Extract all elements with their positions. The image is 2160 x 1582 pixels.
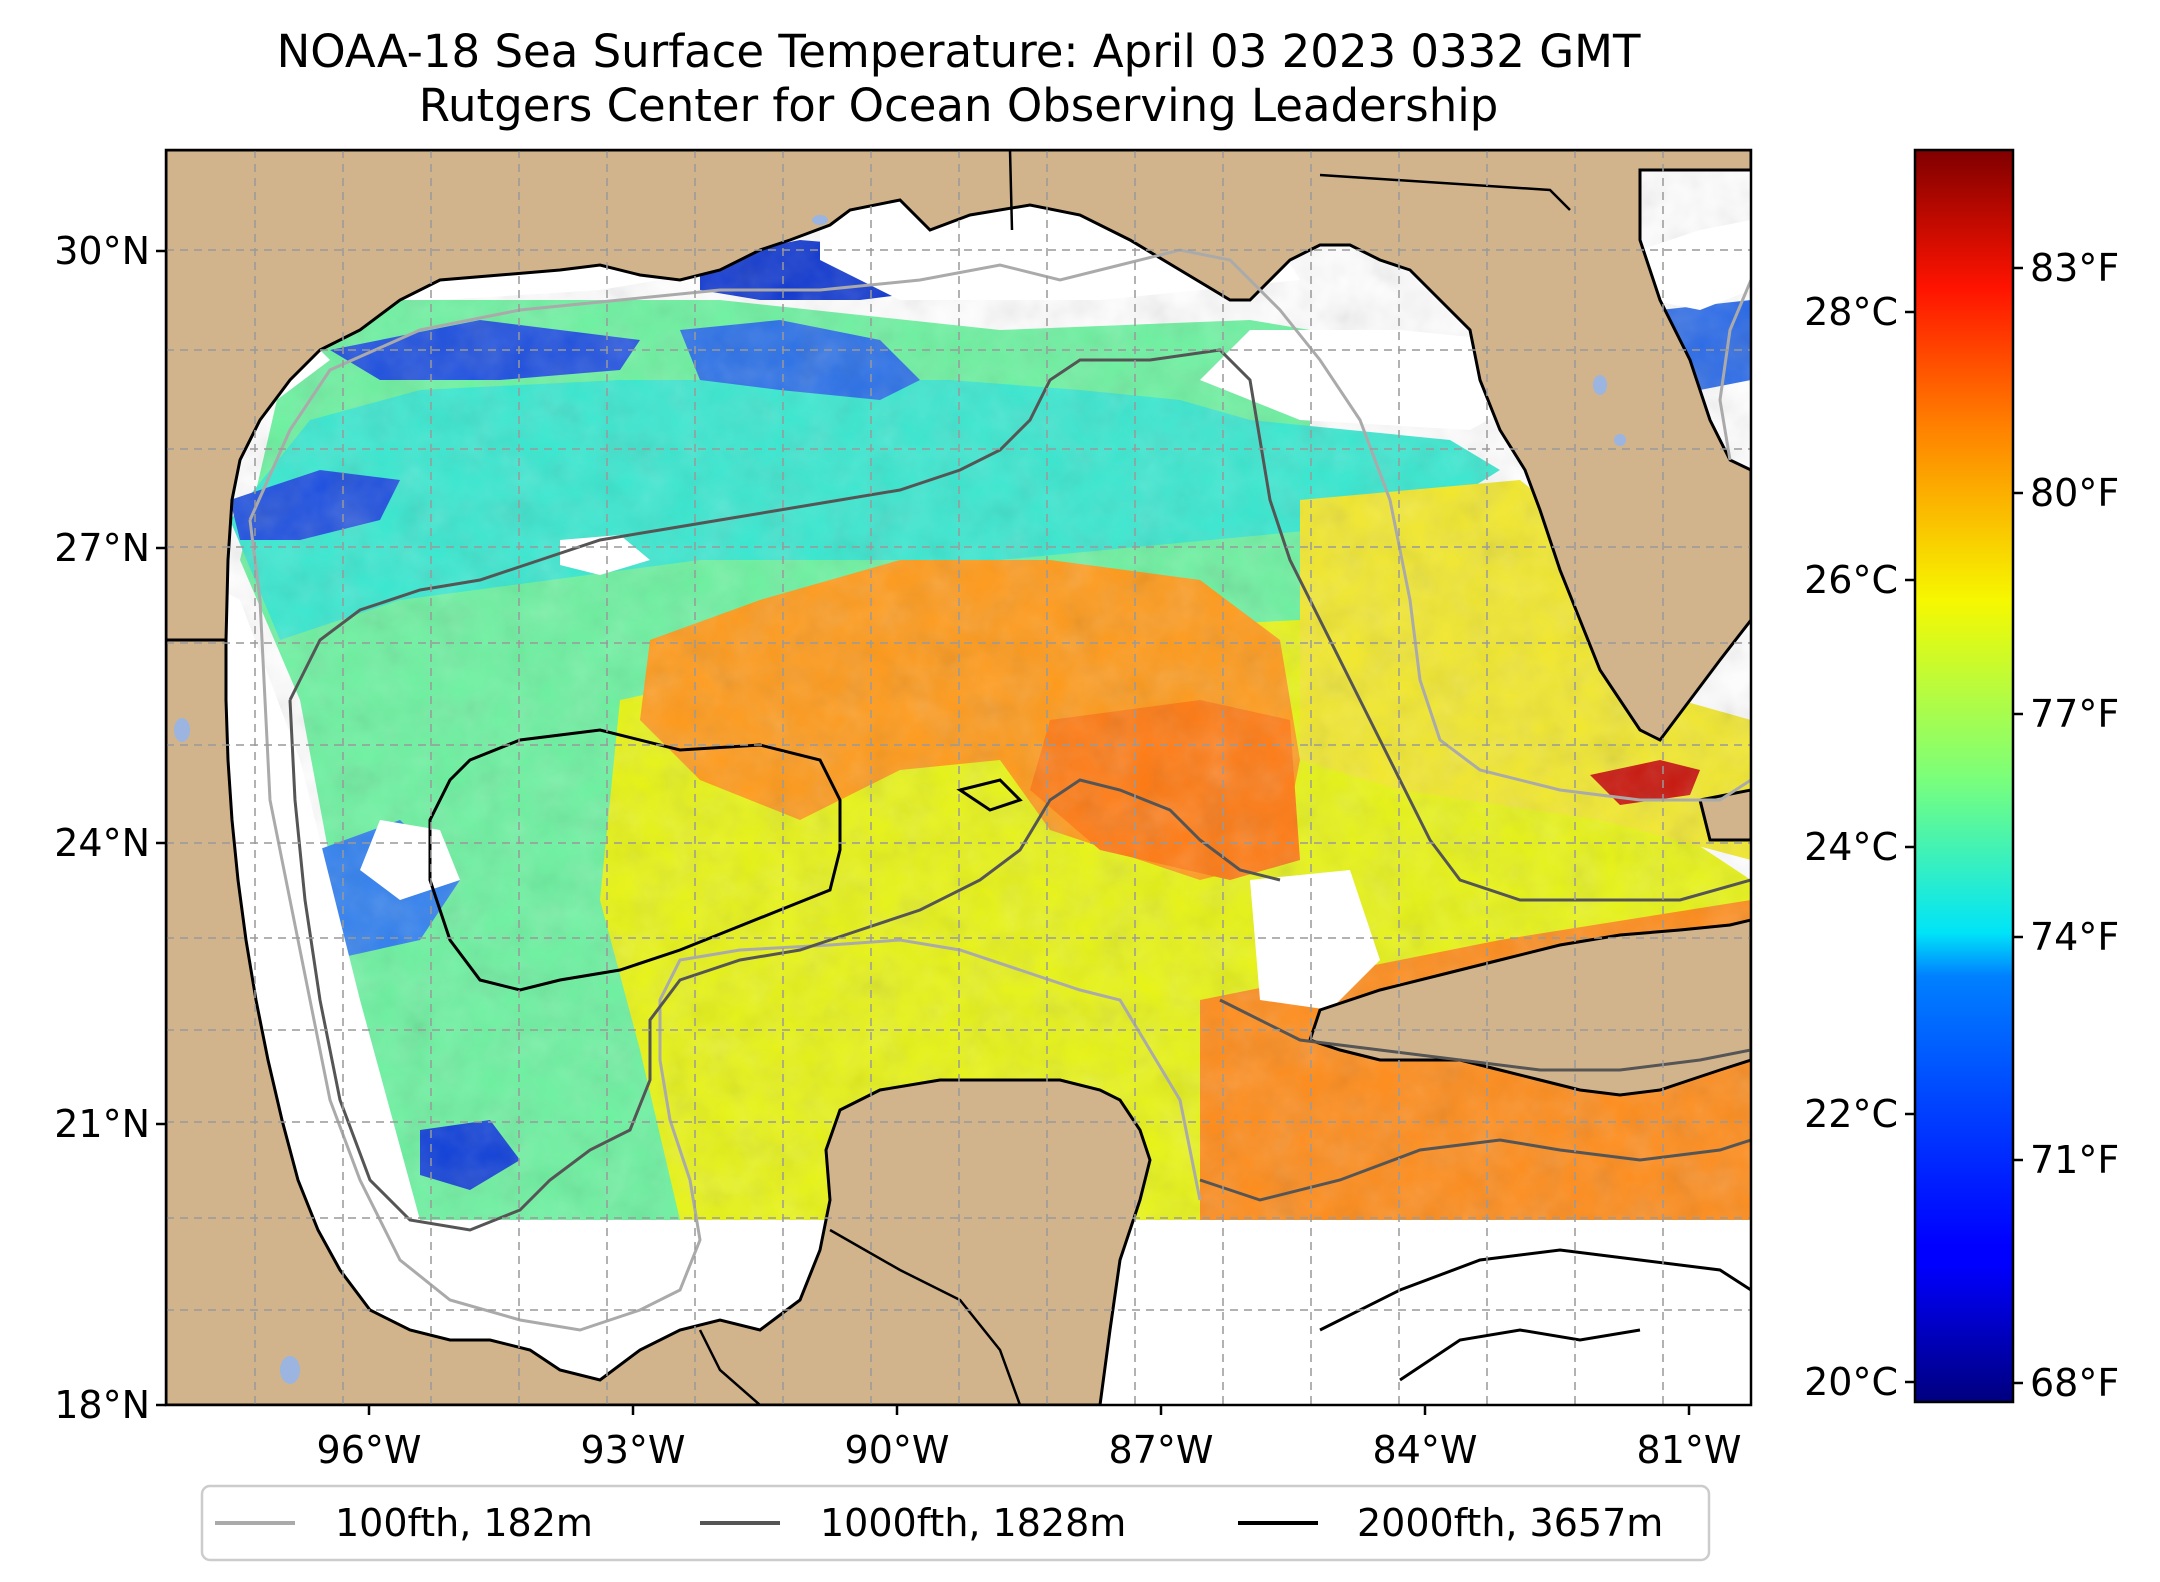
contour-100fth [248, 248, 1751, 1332]
land [166, 150, 1751, 1405]
contour-2000fth [428, 728, 1751, 1382]
lon-label-90w: 90°W [845, 1428, 950, 1472]
colorbar-c-26: 26°C [1804, 558, 1898, 602]
land-detail-lines [698, 150, 1571, 1405]
lat-label-27n: 27°N [54, 526, 150, 570]
lat-label-18n: 18°N [54, 1383, 150, 1427]
colorbar-c-24: 24°C [1804, 825, 1898, 869]
legend-box [200, 1484, 1711, 1562]
colorbar-f-80: 80°F [2030, 471, 2119, 515]
map-panel [166, 150, 1751, 1405]
lat-label-30n: 30°N [54, 229, 150, 273]
chart-subtitle: Rutgers Center for Ocean Observing Leade… [418, 79, 1499, 132]
lon-label-93w: 93°W [581, 1428, 686, 1472]
axis-ticks [156, 249, 1691, 1415]
lat-labels: 30°N 27°N 24°N 21°N 18°N [54, 229, 150, 1427]
colorbar-f-74: 74°F [2030, 915, 2119, 959]
legend: 100fth, 182m 1000fth, 1828m 2000fth, 365… [200, 1484, 1711, 1562]
colorbar-f-83: 83°F [2030, 246, 2119, 290]
lon-label-81w: 81°W [1637, 1428, 1742, 1472]
colorbar-f-77: 77°F [2030, 692, 2119, 736]
lat-label-24n: 24°N [54, 821, 150, 865]
lon-label-96w: 96°W [317, 1428, 422, 1472]
land-us-gulf-coast [166, 150, 1751, 742]
colorbar-c-22: 22°C [1804, 1092, 1898, 1136]
colorbar-c-28: 28°C [1804, 290, 1898, 334]
land-mexico [166, 638, 1152, 1405]
sst-field [166, 150, 1751, 1220]
land-bahamas [1698, 788, 1751, 842]
contour-1000fth [288, 348, 1751, 1232]
chart-title: NOAA-18 Sea Surface Temperature: April 0… [276, 25, 1641, 78]
colorbar-gradient [1913, 148, 2015, 1404]
colorbar: 28°C 26°C 24°C 22°C 20°C 83°F 80°F 77°F … [1804, 148, 2119, 1405]
lon-labels: 96°W 93°W 90°W 87°W 84°W 81°W [317, 1428, 1742, 1472]
colorbar-f-71: 71°F [2030, 1138, 2119, 1182]
colorbar-c-20: 20°C [1804, 1360, 1898, 1404]
gridlines [166, 150, 1751, 1405]
lakes [174, 215, 1626, 1384]
legend-label-1000fth: 1000fth, 1828m [820, 1501, 1126, 1545]
colorbar-f-68: 68°F [2030, 1361, 2119, 1405]
legend-label-100fth: 100fth, 182m [335, 1501, 593, 1545]
lon-label-84w: 84°W [1373, 1428, 1478, 1472]
land-cuba [1308, 918, 1751, 1097]
lat-label-21n: 21°N [54, 1102, 150, 1146]
lon-label-87w: 87°W [1109, 1428, 1214, 1472]
legend-label-2000fth: 2000fth, 3657m [1357, 1501, 1663, 1545]
map-border [164, 148, 1753, 1407]
